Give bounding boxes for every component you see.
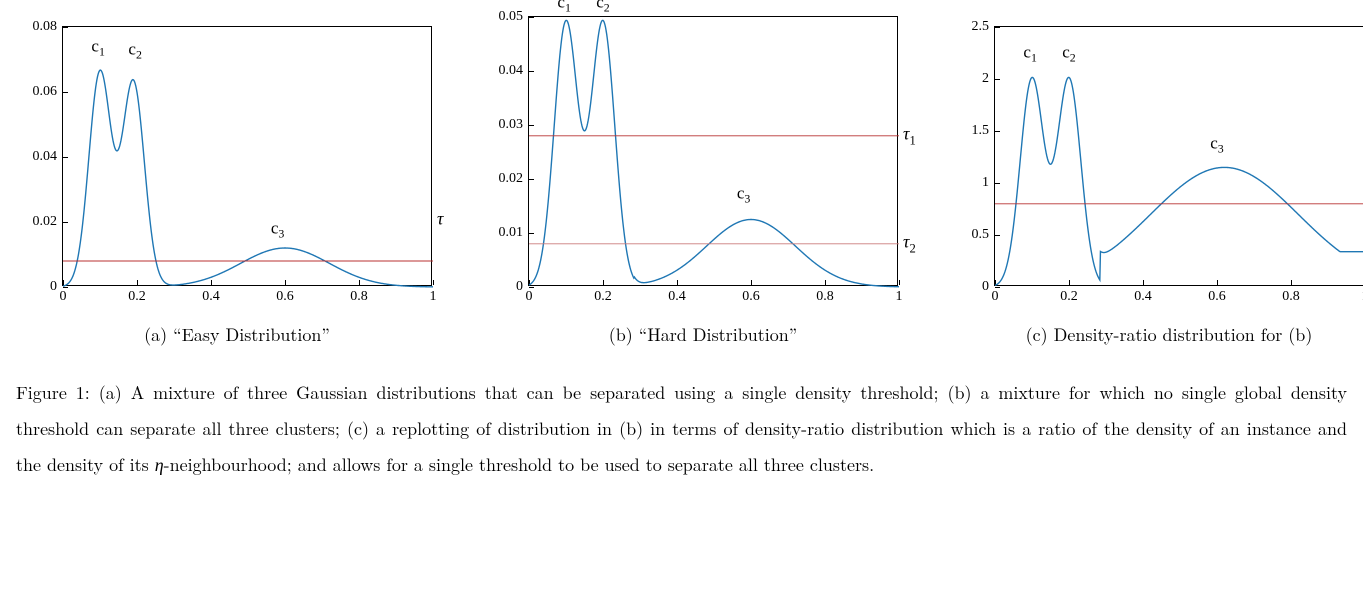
plot-svg <box>995 27 1363 287</box>
peak-label: c2 <box>596 0 610 15</box>
figure-caption: Figure 1: (a) A mixture of three Gaussia… <box>16 375 1347 483</box>
xtick-label: 0 <box>526 285 533 305</box>
plot-svg <box>63 27 433 287</box>
xtick-label: 1 <box>896 285 903 305</box>
plot-box: 00.020.040.060.0800.20.40.60.81τc1c2c3 <box>62 26 432 286</box>
xtick-label: 0.4 <box>668 285 686 305</box>
xtick-label: 1 <box>430 285 437 305</box>
peak-label: c3 <box>271 218 285 241</box>
ytick-label: 1.5 <box>972 123 996 139</box>
ytick-label: 0.03 <box>499 117 530 133</box>
xtick-label: 0.2 <box>128 285 146 305</box>
xtick-label: 0.8 <box>350 285 368 305</box>
xtick-label: 0.2 <box>594 285 612 305</box>
peak-label: c3 <box>737 183 751 206</box>
peak-label: c2 <box>1062 42 1076 65</box>
figure-label: Figure 1: <box>16 380 90 405</box>
panel-c: 00.511.522.500.20.40.60.81τc1c2c3(c) Den… <box>948 26 1363 347</box>
ytick-label: 0.08 <box>33 19 64 35</box>
plot-svg <box>529 17 899 287</box>
tau-label: τ1 <box>897 124 916 149</box>
ytick-label: 0.02 <box>33 214 64 230</box>
ytick-label: 1 <box>982 175 995 191</box>
density-curve <box>995 77 1363 285</box>
xtick-label: 0.2 <box>1060 285 1078 305</box>
ytick-label: 0.05 <box>499 9 530 25</box>
figure-caption-body: (a) A mixture of three Gaussian distribu… <box>16 380 1347 477</box>
xtick-label: 0.8 <box>1282 285 1300 305</box>
peak-label: c2 <box>128 40 142 63</box>
density-curve <box>63 70 433 287</box>
ytick-label: 0.01 <box>499 225 530 241</box>
tau-label: τ2 <box>897 232 916 257</box>
panel-a: 00.020.040.060.0800.20.40.60.81τc1c2c3(a… <box>16 26 458 347</box>
peak-label: c1 <box>1023 42 1037 65</box>
figure-1: 00.020.040.060.0800.20.40.60.81τc1c2c3(a… <box>16 16 1347 483</box>
peak-label: c1 <box>557 0 571 15</box>
xtick-label: 0.4 <box>202 285 220 305</box>
ytick-label: 0.06 <box>33 84 64 100</box>
xtick-label: 0 <box>992 285 999 305</box>
density-curve <box>529 20 899 286</box>
xtick-label: 0.8 <box>816 285 834 305</box>
plot-box: 00.511.522.500.20.40.60.81τc1c2c3 <box>994 26 1363 286</box>
subcaption: (a) “Easy Distribution” <box>16 322 458 347</box>
subcaption: (b) “Hard Distribution” <box>482 322 924 347</box>
peak-label: c3 <box>1210 133 1224 156</box>
xtick-label: 0.6 <box>742 285 760 305</box>
ytick-label: 0.04 <box>499 63 530 79</box>
ytick-label: 2.5 <box>972 19 996 35</box>
xtick-label: 0.6 <box>276 285 294 305</box>
xtick-label: 0 <box>60 285 67 305</box>
panel-b: 00.010.020.030.040.0500.20.40.60.81τ1τ2c… <box>482 16 924 347</box>
ytick-label: 0.04 <box>33 149 64 165</box>
ytick-label: 0.02 <box>499 171 530 187</box>
ytick-label: 0.5 <box>972 227 996 243</box>
peak-label: c1 <box>91 36 105 59</box>
plot-box: 00.010.020.030.040.0500.20.40.60.81τ1τ2c… <box>528 16 898 286</box>
ytick-label: 2 <box>982 71 995 87</box>
xtick-label: 0.4 <box>1134 285 1152 305</box>
figure-panels: 00.020.040.060.0800.20.40.60.81τc1c2c3(a… <box>16 16 1347 347</box>
subcaption: (c) Density-ratio distribution for (b) <box>948 322 1363 347</box>
xtick-label: 0.6 <box>1208 285 1226 305</box>
